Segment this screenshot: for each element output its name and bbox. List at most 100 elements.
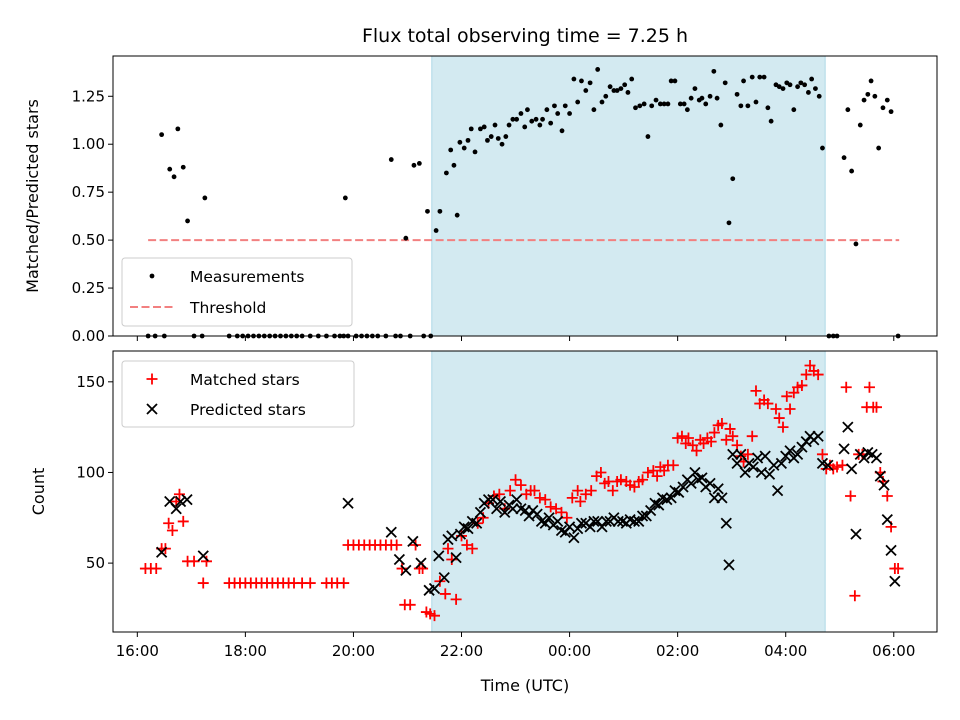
measurement-point	[816, 93, 822, 99]
predicted-star-point	[696, 472, 708, 484]
matched-star-point	[784, 403, 796, 415]
measurement-point	[403, 235, 409, 241]
matched-star-point	[651, 470, 663, 482]
matched-star-point	[831, 461, 843, 473]
measurement-point	[688, 95, 694, 101]
predicted-star-point	[791, 448, 804, 460]
measurement-point	[872, 93, 878, 99]
matched-star-point	[404, 599, 416, 611]
matched-star-point	[680, 437, 692, 449]
predicted-star-point	[407, 535, 419, 547]
predicted-star-point	[385, 526, 397, 538]
predicted-star-point	[747, 461, 759, 473]
x-tick-label: 02:00	[656, 642, 699, 660]
measurement-point	[529, 118, 535, 124]
measurement-point	[451, 162, 457, 168]
matched-star-point	[881, 490, 893, 502]
predicted-star-point	[874, 470, 886, 482]
measurement-point	[468, 126, 474, 132]
measurement-point	[765, 105, 771, 111]
bottom-x-axis-label: Time (UTC)	[480, 676, 569, 695]
measurement-point	[437, 208, 443, 214]
measurement-point	[552, 103, 557, 109]
measurement-point	[753, 99, 759, 105]
x-tick-label: 16:00	[116, 642, 159, 660]
matched-star-point	[691, 445, 703, 457]
matched-star-point	[796, 379, 808, 391]
matched-star-point	[742, 448, 754, 460]
matched-star-point	[637, 474, 649, 486]
measurement-point	[633, 105, 638, 111]
measurement-point	[433, 228, 439, 233]
predicted-star-point	[197, 550, 209, 562]
predicted-star-point	[494, 495, 507, 508]
predicted-star-point	[838, 443, 850, 455]
predicted-star-point	[677, 481, 689, 493]
measurement-point	[684, 107, 690, 113]
predicted-star-point	[600, 515, 612, 528]
measurement-point	[699, 95, 705, 101]
predicted-star-point	[507, 503, 519, 515]
predicted-star-point	[588, 515, 600, 528]
predicted-star-point	[881, 513, 893, 526]
measurement-point	[813, 86, 818, 92]
matched-star-point	[391, 539, 403, 551]
measurement-point	[657, 101, 663, 107]
measurement-point	[607, 84, 613, 90]
measurement-point	[806, 90, 811, 95]
top-y-ticks: 0.00 0.25 0.50 0.75 1.00 1.25	[72, 87, 113, 345]
matched-star-point	[746, 430, 758, 442]
matched-star-point	[304, 577, 316, 589]
predicted-star-point	[822, 459, 834, 471]
matched-star-point	[528, 485, 540, 497]
predicted-star-point	[510, 494, 523, 506]
predicted-star-point	[428, 582, 441, 595]
measurement-point	[802, 82, 808, 88]
top-legend: Measurements Threshold	[121, 257, 353, 327]
measurement-point	[472, 149, 478, 155]
predicted-star-point	[462, 523, 474, 535]
measurement-point	[809, 76, 815, 82]
measurement-point	[884, 97, 890, 103]
matched-star-point	[615, 474, 627, 486]
matched-star-point	[773, 412, 785, 424]
matched-star-point	[750, 385, 762, 397]
observing-window-band	[431, 351, 826, 632]
predicted-star-point	[471, 517, 483, 529]
measurement-point	[537, 122, 543, 128]
top-axes-frame	[112, 55, 938, 337]
matched-star-point	[173, 488, 185, 500]
matched-star-point	[561, 512, 573, 524]
matched-star-point	[166, 524, 178, 536]
x-tick-label: 06:00	[872, 642, 915, 660]
x-tick-label: 04:00	[764, 642, 807, 660]
matched-star-point	[777, 421, 789, 433]
matched-star-point	[539, 494, 551, 506]
measurement-point	[614, 88, 620, 93]
matched-star-point	[676, 430, 688, 442]
matched-star-point	[870, 401, 882, 413]
matched-star-point	[574, 495, 586, 507]
matched-star-point	[396, 563, 408, 575]
measurement-point	[448, 147, 454, 153]
predicted-star-point	[438, 571, 450, 584]
measurement-point	[425, 208, 430, 214]
bottom-predicted-points	[155, 421, 901, 596]
y-tick-label: 100	[76, 463, 105, 481]
measurement-point	[692, 86, 698, 92]
predicted-star-point	[685, 477, 697, 489]
measurement-point	[411, 162, 417, 168]
predicted-star-point	[170, 503, 182, 515]
predicted-star-point	[870, 452, 883, 464]
predicted-star-point	[885, 544, 897, 557]
measurement-point	[653, 97, 659, 103]
predicted-star-point	[716, 492, 728, 504]
predicted-star-point	[181, 494, 193, 506]
measurement-point	[571, 76, 577, 82]
legend-threshold-label: Threshold	[189, 299, 266, 317]
measurement-point	[443, 170, 449, 176]
measurement-point	[457, 139, 463, 145]
bottom-panel: 50 100 150 16:00 18:00 20:00 22:00 00:00 02:00 0…	[29, 350, 938, 695]
measurement-point	[868, 78, 874, 84]
measurement-point	[485, 137, 490, 143]
